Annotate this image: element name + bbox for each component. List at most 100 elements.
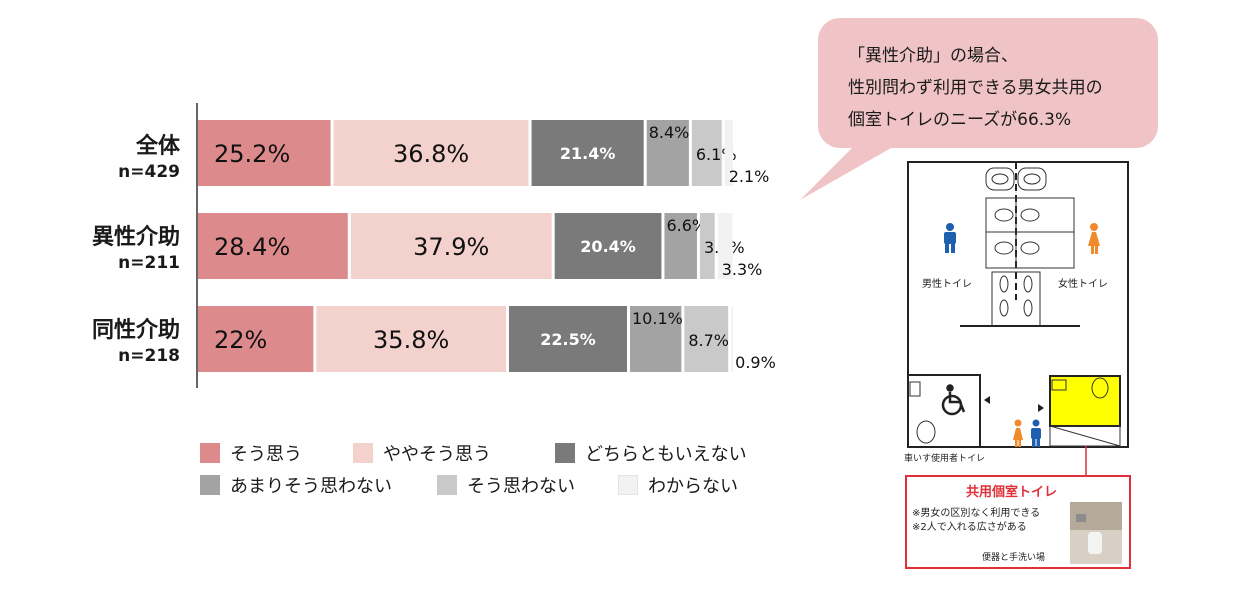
category-label-0: 全体 n=429	[10, 128, 180, 182]
bar-segment	[717, 213, 733, 279]
shared-restroom-title: 共用個室トイレ	[966, 484, 1057, 500]
legend-label: そう思う	[230, 444, 302, 465]
data-label: 37.9%	[413, 233, 489, 261]
legend-label: どちらともいえない	[585, 444, 747, 465]
data-label: 35.8%	[373, 326, 449, 354]
male-toilet-label: 男性トイレ	[922, 277, 972, 290]
toilet-fixture	[994, 208, 1014, 222]
data-label: 0.9%	[735, 353, 776, 372]
door-panel	[1049, 425, 1121, 447]
category-label-1: 異性介助 n=211	[10, 219, 180, 273]
data-label: 6.6%	[666, 216, 707, 235]
arrow-right-icon	[1038, 404, 1044, 412]
bar-segment	[664, 213, 697, 279]
bar-segment	[554, 213, 662, 279]
bar-segment	[350, 213, 552, 279]
male-person-icon	[1031, 419, 1041, 447]
data-label: 25.2%	[214, 140, 290, 168]
wheelchair-toilet-label: 車いす使用者トイレ	[904, 452, 985, 464]
bar-segment	[531, 120, 644, 186]
data-label: 8.4%	[649, 123, 690, 142]
category-n: n=211	[118, 253, 180, 273]
bar-segment	[684, 306, 729, 372]
male-person-icon	[944, 223, 956, 253]
sink	[909, 381, 921, 397]
photo-caption: 便器と手洗い場	[982, 551, 1045, 563]
female-person-icon	[1013, 419, 1023, 447]
sink	[999, 299, 1009, 317]
bar-segment	[731, 306, 733, 372]
callout-text: 「異性介助」の場合、 性別問わず利用できる男女共用の 個室トイレのニーズが66.…	[848, 40, 1103, 136]
category-n: n=218	[118, 346, 180, 366]
shared-restroom-note: ※2人で入れる広さがある	[912, 520, 1027, 533]
legend-label: そう思わない	[467, 476, 575, 497]
toilet-fixture	[1020, 208, 1040, 222]
door-panel	[1049, 425, 1121, 447]
bar-segment	[333, 120, 529, 186]
shared-restroom-note: ※男女の区別なく利用できる	[912, 506, 1040, 519]
legend-label: わからない	[648, 476, 738, 497]
legend-swatch	[353, 443, 373, 463]
stall	[985, 197, 1017, 269]
toilet-fixture	[1020, 241, 1040, 255]
bar-segment	[316, 306, 506, 372]
bar-segment	[646, 120, 689, 186]
category-name: 同性介助	[91, 318, 180, 343]
female-toilet-label: 女性トイレ	[1058, 277, 1108, 290]
restroom-photo	[1070, 502, 1122, 564]
sink	[1051, 379, 1067, 391]
legend-item: あまりそう思わない	[200, 472, 392, 498]
toilet-fixture	[994, 241, 1014, 255]
bar-segment	[691, 120, 722, 186]
legend-swatch	[618, 475, 638, 495]
data-label: 10.1%	[632, 309, 683, 328]
callout-line: 個室トイレのニーズが66.3%	[848, 110, 1072, 130]
stall	[1015, 197, 1075, 269]
callout-line: 「異性介助」の場合、	[848, 46, 1018, 66]
toilet-fixture	[1023, 173, 1041, 185]
stacked-bar-chart: 25.2% 36.8% 21.4%8.4%6.1%2.1%28.4% 37.9% 20.…	[196, 103, 776, 388]
legend-swatch	[437, 475, 457, 495]
legend-item: そう思わない	[437, 472, 575, 498]
legend-swatch	[200, 475, 220, 495]
sink	[999, 275, 1009, 293]
wheelchair-icon	[941, 384, 966, 416]
category-n: n=429	[118, 162, 180, 182]
legend-item: そう思う	[200, 440, 302, 466]
sink	[1023, 299, 1033, 317]
category-name: 異性介助	[91, 225, 180, 250]
callout-line: 性別問わず利用できる男女共用の	[848, 78, 1103, 98]
category-name: 全体	[135, 134, 180, 159]
bar-segment	[198, 306, 314, 372]
bar-segment	[724, 120, 733, 186]
data-label: 2.1%	[729, 167, 770, 186]
legend-label: ややそう思う	[383, 444, 491, 465]
data-label: 22.5%	[540, 330, 596, 349]
bar-segment	[508, 306, 628, 372]
bars-group: 25.2% 36.8% 21.4%8.4%6.1%2.1%28.4% 37.9% 20.…	[198, 120, 776, 372]
legend-swatch	[555, 443, 575, 463]
bar-segment	[699, 213, 715, 279]
data-label: 8.7%	[688, 331, 729, 350]
floorplan-outline	[907, 161, 1129, 448]
legend-item: ややそう思う	[353, 440, 491, 466]
data-label: 21.4%	[560, 144, 616, 163]
data-label: 22%	[214, 326, 267, 354]
bar-segment	[198, 213, 348, 279]
toilet-fixture	[916, 420, 936, 444]
shared-restroom-highlight	[1049, 375, 1121, 427]
arrow-left-icon	[984, 396, 990, 404]
data-label: 36.8%	[393, 140, 469, 168]
category-label-2: 同性介助 n=218	[10, 312, 180, 366]
toilet-fixture	[1091, 377, 1109, 399]
legend-item: どちらともいえない	[555, 440, 747, 466]
toilet-fixture	[991, 173, 1009, 185]
restroom-floorplan: 男性トイレ 女性トイレ 車いす使用者トイレ 共用個室トイレ ※男女の区別なく利用…	[904, 161, 1131, 569]
sink	[1023, 275, 1033, 293]
legend-label: あまりそう思わない	[230, 476, 392, 497]
female-person-icon	[1088, 223, 1100, 254]
toilet-fixture	[985, 167, 1015, 191]
legend-swatch	[200, 443, 220, 463]
callout-bubble: 「異性介助」の場合、 性別問わず利用できる男女共用の 個室トイレのニーズが66.…	[818, 18, 1158, 148]
toilet-fixture	[1017, 167, 1047, 191]
